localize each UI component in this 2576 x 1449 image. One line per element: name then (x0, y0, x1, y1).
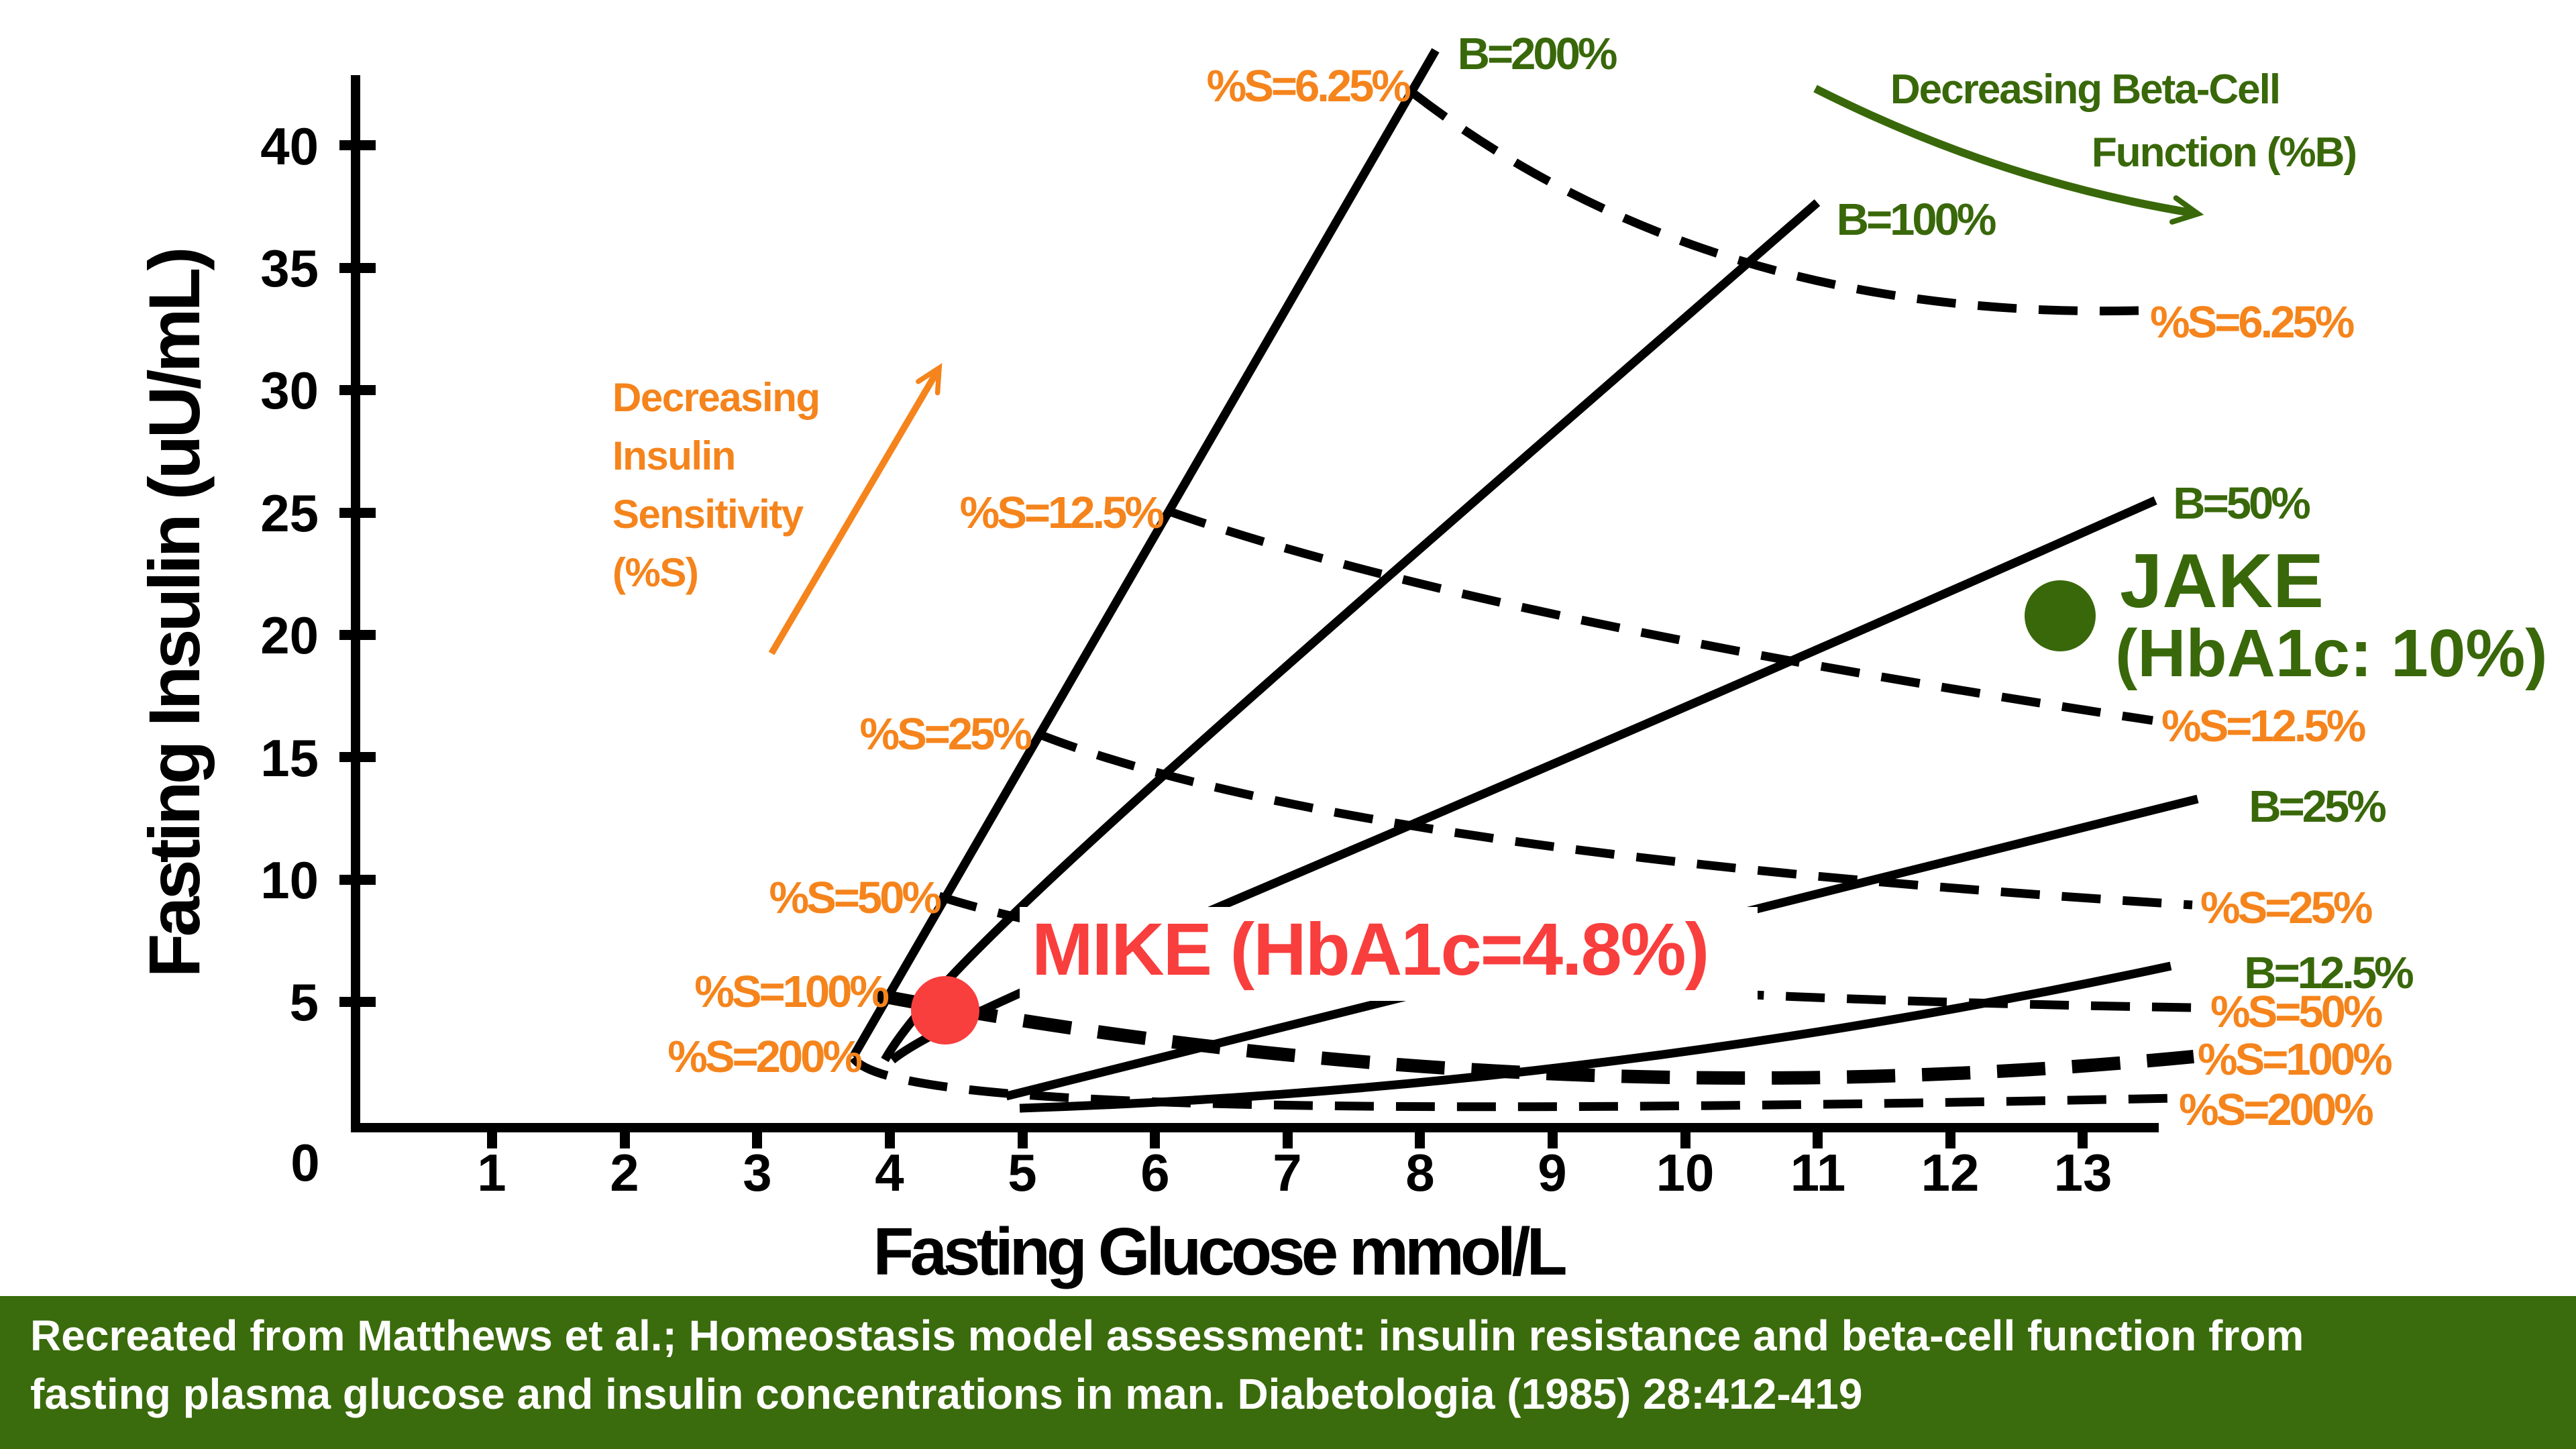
svg-text:Decreasing Beta-Cell: Decreasing Beta-Cell (1890, 66, 2279, 113)
svg-text:JAKE: JAKE (2120, 539, 2324, 624)
svg-text:1: 1 (477, 1143, 506, 1202)
svg-text:25: 25 (260, 484, 319, 543)
svg-text:Insulin: Insulin (612, 433, 735, 478)
svg-text:0: 0 (290, 1133, 319, 1192)
svg-text:40: 40 (260, 117, 319, 176)
svg-text:Sensitivity: Sensitivity (612, 492, 804, 537)
svg-text:15: 15 (260, 729, 319, 788)
svg-text:%S=200%: %S=200% (667, 1032, 861, 1082)
svg-text:12: 12 (1921, 1143, 1980, 1202)
svg-text:B=25%: B=25% (2249, 782, 2385, 832)
svg-text:(HbA1c: 10%): (HbA1c: 10%) (2115, 616, 2548, 691)
svg-text:%S=100%: %S=100% (694, 967, 888, 1017)
svg-text:Function (%B): Function (%B) (2092, 129, 2356, 176)
svg-text:%S=50%: %S=50% (2210, 987, 2382, 1037)
svg-text:13: 13 (2054, 1143, 2112, 1202)
svg-text:B=100%: B=100% (1837, 195, 1996, 245)
svg-text:Fasting Insulin (uU/mL): Fasting Insulin (uU/mL) (133, 250, 215, 978)
svg-text:%S=12.5%: %S=12.5% (960, 488, 1164, 538)
svg-text:20: 20 (260, 606, 319, 665)
svg-text:B=12.5%: B=12.5% (2244, 948, 2413, 998)
svg-text:(%S): (%S) (612, 550, 698, 595)
svg-text:%S=6.25%: %S=6.25% (2150, 297, 2354, 347)
svg-text:4: 4 (875, 1143, 904, 1202)
svg-text:5: 5 (1008, 1143, 1036, 1202)
svg-text:2: 2 (610, 1143, 639, 1202)
svg-text:3: 3 (743, 1143, 771, 1202)
svg-text:7: 7 (1273, 1143, 1301, 1202)
svg-text:%S=200%: %S=200% (2179, 1085, 2373, 1135)
svg-text:MIKE (HbA1c=4.8%): MIKE (HbA1c=4.8%) (1032, 908, 1708, 991)
svg-text:B=50%: B=50% (2173, 478, 2310, 529)
svg-text:30: 30 (260, 361, 319, 420)
svg-text:5: 5 (290, 973, 319, 1032)
svg-text:%S=50%: %S=50% (769, 873, 941, 923)
svg-text:%S=12.5%: %S=12.5% (2161, 701, 2365, 751)
svg-text:35: 35 (260, 239, 319, 298)
svg-text:%S=6.25%: %S=6.25% (1207, 61, 1411, 111)
svg-text:Fasting Glucose mmol/L: Fasting Glucose mmol/L (873, 1214, 1566, 1289)
svg-text:%S=100%: %S=100% (2198, 1034, 2392, 1085)
svg-text:10: 10 (1656, 1143, 1715, 1202)
svg-text:6: 6 (1140, 1143, 1169, 1202)
svg-text:%S=25%: %S=25% (860, 709, 1032, 759)
svg-text:%S=25%: %S=25% (2200, 883, 2372, 933)
svg-text:10: 10 (260, 851, 319, 910)
svg-text:11: 11 (1790, 1143, 1845, 1202)
svg-text:9: 9 (1538, 1143, 1566, 1202)
svg-text:fasting plasma glucose and ins: fasting plasma glucose and insulin conce… (30, 1370, 1862, 1418)
svg-text:Recreated from Matthews et al.: Recreated from Matthews et al.; Homeosta… (30, 1311, 2304, 1360)
svg-text:8: 8 (1405, 1143, 1434, 1202)
svg-text:B=200%: B=200% (1458, 29, 1617, 79)
svg-text:Decreasing: Decreasing (612, 375, 820, 420)
